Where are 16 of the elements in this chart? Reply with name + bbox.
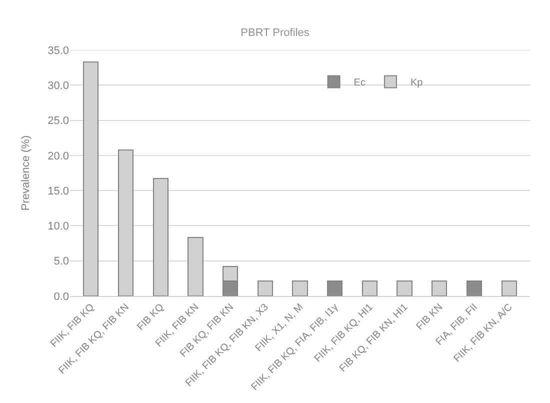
y-tick-label: 15.0 bbox=[48, 185, 69, 198]
x-tick-label: FIB KQ bbox=[135, 302, 166, 333]
y-tick-label: 25.0 bbox=[48, 115, 69, 128]
bar bbox=[327, 280, 343, 296]
chart-title: PBRT Profiles bbox=[240, 26, 310, 39]
y-axis-title: Prevalence (%) bbox=[20, 135, 32, 211]
y-tick-label: 30.0 bbox=[48, 80, 69, 92]
x-tick-label: FIB KN bbox=[414, 302, 446, 332]
y-tick-label: 5.0 bbox=[54, 256, 69, 268]
y-tick-label: 0.0 bbox=[54, 290, 69, 303]
legend-label: Kp bbox=[410, 78, 424, 89]
y-tick-label: 10.0 bbox=[48, 220, 69, 233]
y-tick-label: 35.0 bbox=[48, 44, 69, 57]
y-tick-label: 20.0 bbox=[48, 150, 69, 162]
legend-label: Ec bbox=[354, 78, 366, 89]
bar bbox=[466, 280, 482, 296]
